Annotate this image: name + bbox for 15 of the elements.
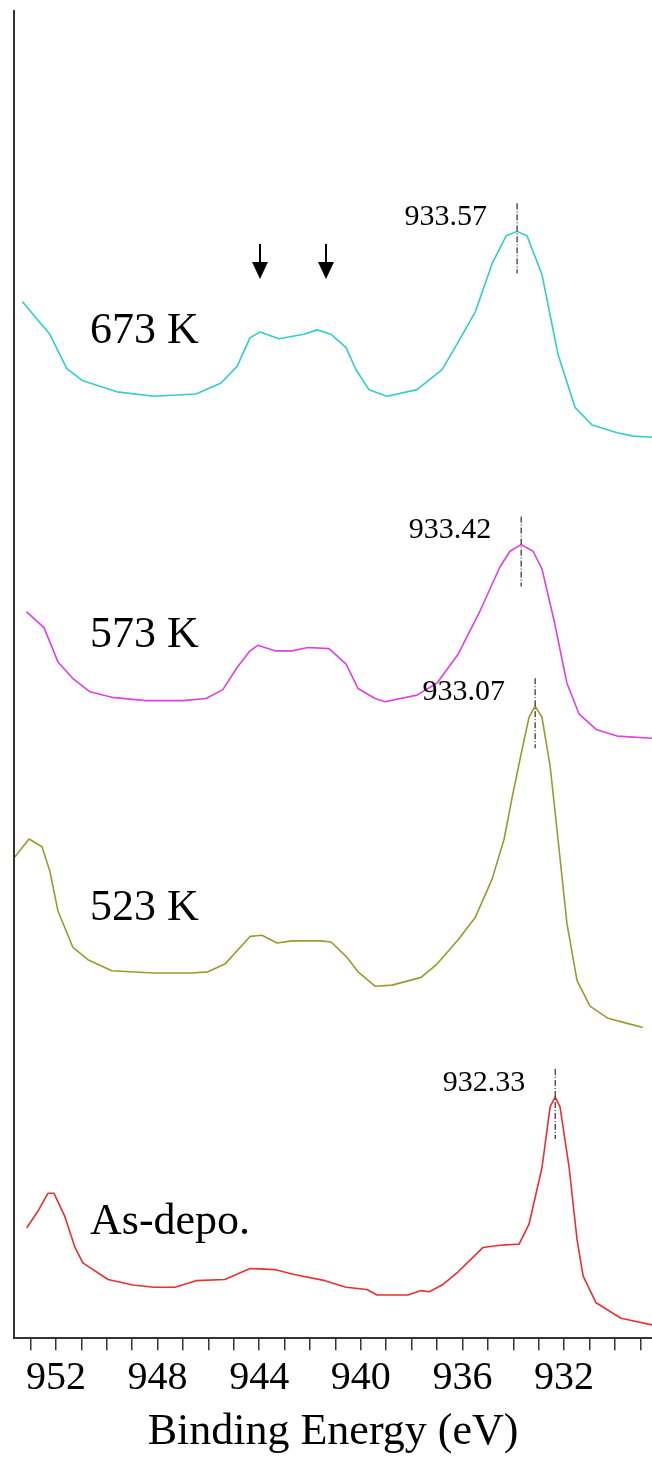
x-axis-title: Binding Energy (eV) (147, 1405, 519, 1455)
x-tick-label: 936 (432, 1352, 493, 1398)
x-tick-label: 940 (330, 1352, 391, 1398)
annotation: 933.57 (404, 198, 488, 232)
annotation: 932.33 (442, 1063, 526, 1097)
annotation: 933.07 (422, 673, 506, 707)
series-label: As-depo. (90, 1194, 251, 1244)
x-tick-label: 948 (127, 1352, 188, 1398)
x-tick-label: 944 (229, 1352, 290, 1398)
series-label: 673 K (90, 303, 199, 353)
x-tick-label: 952 (25, 1352, 86, 1398)
x-tick-label: 932 (534, 1352, 595, 1398)
series-label: 573 K (90, 608, 199, 658)
series-label: 523 K (90, 880, 199, 930)
annotation: 933.42 (408, 511, 492, 545)
